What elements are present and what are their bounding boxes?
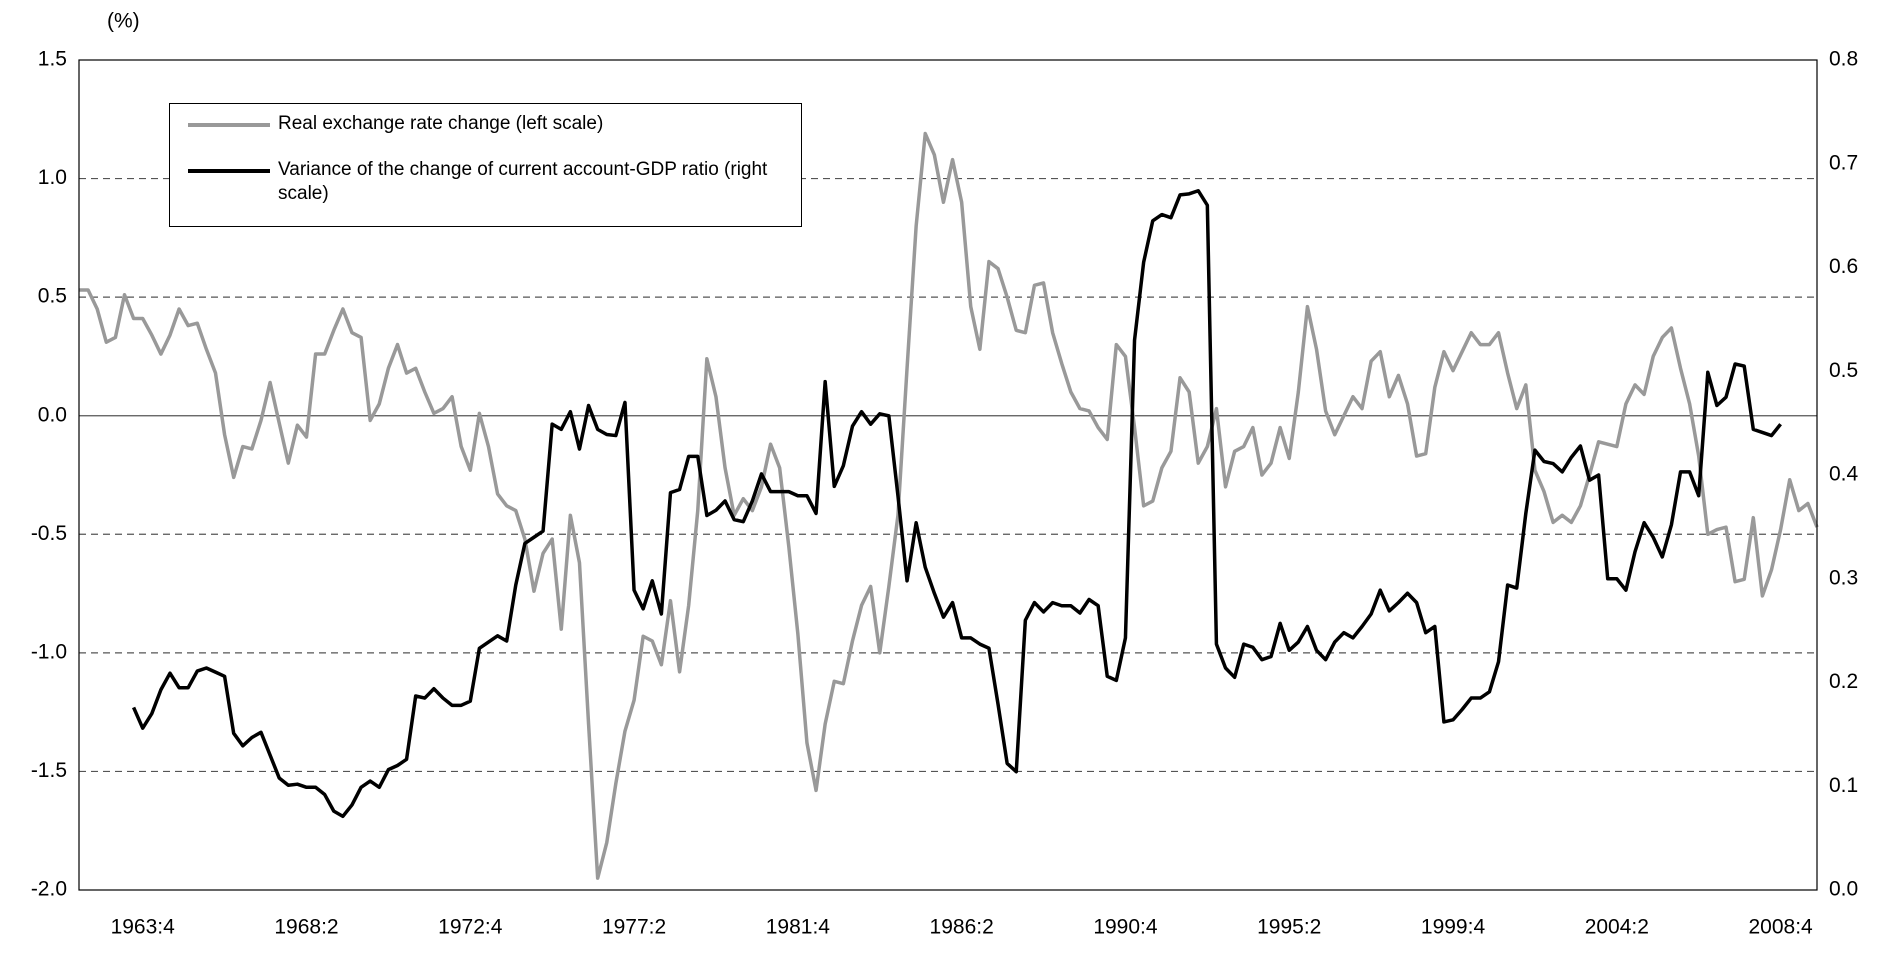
y-tick-label: 1.0 — [38, 166, 67, 189]
y2-tick-label: 0.0 — [1829, 878, 1858, 901]
y2-tick-label: 0.2 — [1829, 670, 1858, 693]
y2-tick-label: 0.8 — [1829, 48, 1858, 71]
y-tick-label: 0.0 — [38, 403, 67, 426]
y2-tick-label: 0.3 — [1829, 566, 1858, 589]
x-tick-label: 1986:2 — [930, 916, 994, 939]
y-tick-label: -1.0 — [31, 640, 67, 663]
x-tick-label: 1999:4 — [1421, 916, 1486, 939]
y-tick-label: -0.5 — [31, 522, 67, 545]
y2-tick-label: 0.7 — [1829, 151, 1858, 174]
legend: Real exchange rate change (left scale) Va… — [169, 103, 802, 227]
y-unit-label: (%) — [107, 10, 140, 33]
y2-tick-label: 0.5 — [1829, 359, 1858, 382]
x-tick-label: 1977:2 — [602, 916, 666, 939]
y2-tick-label: 0.4 — [1829, 463, 1859, 486]
x-tick-label: 2004:2 — [1585, 916, 1649, 939]
x-tick-label: 1963:4 — [111, 916, 176, 939]
data-line — [131, 188, 1782, 819]
x-tick-label: 1981:4 — [766, 916, 831, 939]
x-tick-label: 1968:2 — [274, 916, 338, 939]
plot-frame — [78, 59, 1818, 891]
legend-item: Variance of the change of current accoun… — [188, 158, 788, 206]
y2-tick-label: 0.6 — [1829, 255, 1858, 278]
x-tick-label: 2008:4 — [1748, 916, 1813, 939]
legend-label: Variance of the change of current accoun… — [278, 159, 768, 204]
data-line — [79, 131, 1819, 880]
y-tick-label: -1.5 — [31, 759, 67, 782]
x-tick-label: 1990:4 — [1093, 916, 1158, 939]
legend-swatch — [188, 123, 270, 127]
y-tick-label: 1.5 — [38, 48, 67, 71]
y-tick-label: 0.5 — [38, 285, 67, 308]
y-tick-label: -2.0 — [31, 878, 67, 901]
legend-item: Real exchange rate change (left scale) — [188, 112, 788, 136]
x-tick-label: 1995:2 — [1257, 916, 1321, 939]
y2-tick-label: 0.1 — [1829, 774, 1858, 797]
legend-label: Real exchange rate change (left scale) — [278, 113, 604, 134]
legend-swatch — [188, 169, 270, 173]
x-tick-label: 1972:4 — [438, 916, 503, 939]
